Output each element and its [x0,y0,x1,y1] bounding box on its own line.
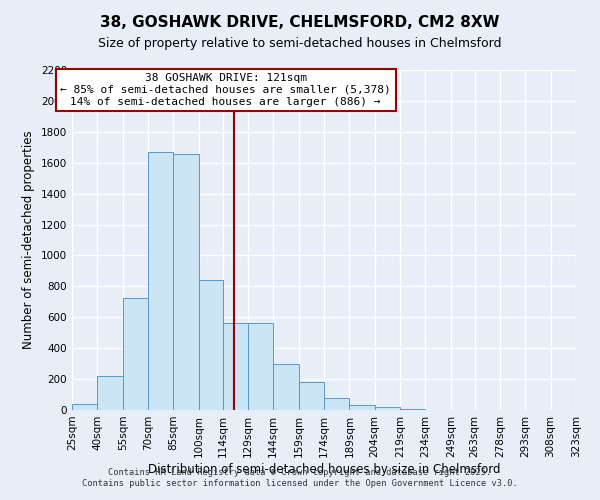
Bar [375,407,400,410]
Bar [400,409,425,410]
Text: 38 GOSHAWK DRIVE: 121sqm
← 85% of semi-detached houses are smaller (5,378)
14% o: 38 GOSHAWK DRIVE: 121sqm ← 85% of semi-d… [61,74,391,106]
X-axis label: Distribution of semi-detached houses by size in Chelmsford: Distribution of semi-detached houses by … [148,462,500,475]
Y-axis label: Number of semi-detached properties: Number of semi-detached properties [22,130,35,350]
Bar [148,152,173,410]
Bar [97,376,123,410]
Bar [72,404,97,410]
Bar [324,398,349,410]
Bar [273,364,299,410]
Bar [123,298,148,410]
Text: 38, GOSHAWK DRIVE, CHELMSFORD, CM2 8XW: 38, GOSHAWK DRIVE, CHELMSFORD, CM2 8XW [100,15,500,30]
Text: Contains HM Land Registry data © Crown copyright and database right 2025.
Contai: Contains HM Land Registry data © Crown c… [82,468,518,487]
Bar [223,324,248,410]
Bar [248,324,273,410]
Bar [199,280,223,410]
Bar [173,154,199,410]
Bar [299,382,324,410]
Text: Size of property relative to semi-detached houses in Chelmsford: Size of property relative to semi-detach… [98,38,502,51]
Bar [349,404,375,410]
